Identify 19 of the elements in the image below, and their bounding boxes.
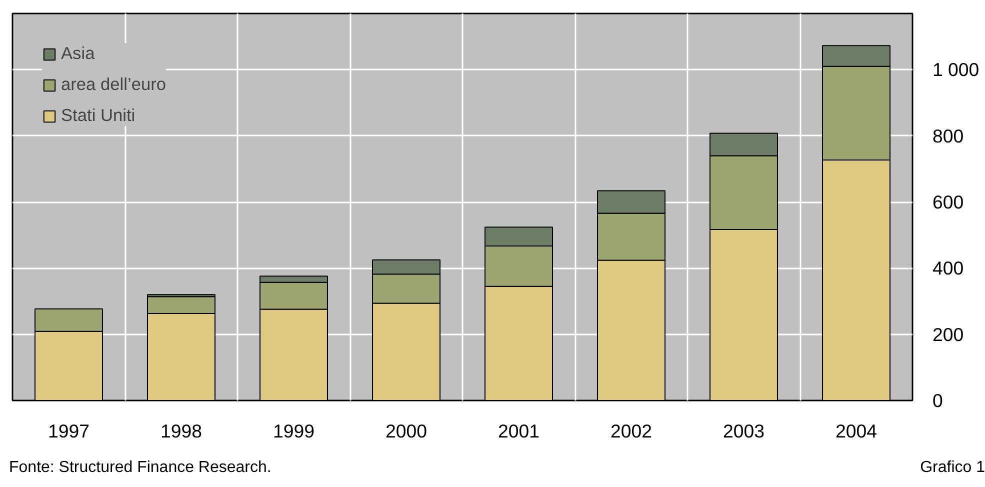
y-tick-label: 200 bbox=[932, 324, 964, 345]
y-tick-label: 0 bbox=[932, 390, 943, 411]
legend-label: Asia bbox=[61, 43, 95, 64]
y-tick-label: 400 bbox=[932, 258, 964, 279]
y-tick-label: 800 bbox=[932, 125, 964, 146]
text: Grafico 1 bbox=[920, 458, 985, 478]
x-tick-label: 2004 bbox=[836, 420, 878, 442]
x-tick-label: 2003 bbox=[723, 420, 765, 442]
x-tick-label: 2001 bbox=[498, 420, 540, 442]
legend-label: Stati Uniti bbox=[61, 105, 136, 126]
x-tick-label: 1998 bbox=[160, 420, 202, 442]
x-tick-label: 2000 bbox=[386, 420, 428, 442]
x-tick-label: 2002 bbox=[610, 420, 652, 442]
y-tick-label: 600 bbox=[932, 192, 964, 213]
y-tick-label: 1 000 bbox=[932, 59, 980, 80]
legend-label: area dell’euro bbox=[61, 74, 166, 95]
x-tick-label: 1999 bbox=[273, 420, 315, 442]
x-tick-label: 1997 bbox=[48, 420, 90, 442]
source-note: Fonte: Structured Finance Research. bbox=[9, 458, 272, 478]
